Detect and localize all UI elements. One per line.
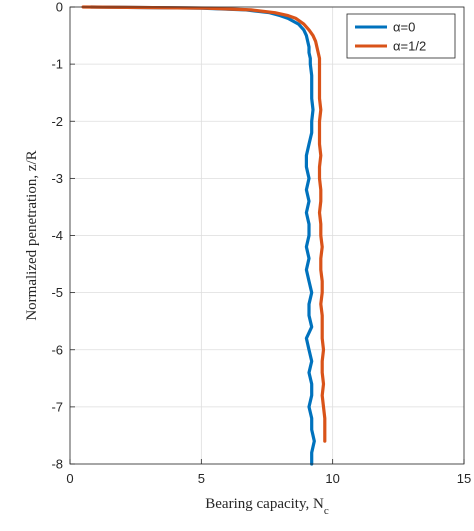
y-tick-label: 0 (56, 0, 63, 15)
legend-label-alpha-0: α=0 (393, 20, 415, 35)
y-tick-label: -7 (51, 399, 63, 414)
plot-area (69, 5, 465, 466)
series-line-alpha-half (81, 5, 327, 443)
y-tick-label: -8 (51, 457, 63, 472)
x-tick-label: 15 (457, 471, 471, 486)
series-layer (81, 5, 327, 466)
x-tick-label: 5 (198, 471, 205, 486)
x-axis-label-subscript: c (324, 505, 329, 517)
y-axis-label: Normalized penetration, z/R (24, 150, 40, 320)
y-tick-label: -1 (51, 57, 63, 72)
x-tick-label: 10 (325, 471, 339, 486)
y-tick-label: -6 (51, 342, 63, 357)
y-tick-label: -3 (51, 171, 63, 186)
legend: α=0 α=1/2 (346, 13, 456, 59)
y-tick-label: -5 (51, 285, 63, 300)
x-axis-ticks: 0 5 10 15 (66, 459, 471, 486)
y-tick-label: -4 (51, 228, 63, 243)
legend-label-alpha-half: α=1/2 (393, 39, 426, 54)
series-line-alpha-0 (89, 5, 316, 466)
x-axis-label: Bearing capacity, Nc (205, 496, 329, 517)
y-axis-ticks: 0 -1 -2 -3 -4 -5 -6 -7 -8 (51, 0, 75, 472)
y-tick-label: -2 (51, 114, 63, 129)
x-axis-label-main: Bearing capacity, N (205, 496, 324, 512)
legend-box (346, 13, 456, 59)
x-tick-label: 0 (66, 471, 73, 486)
